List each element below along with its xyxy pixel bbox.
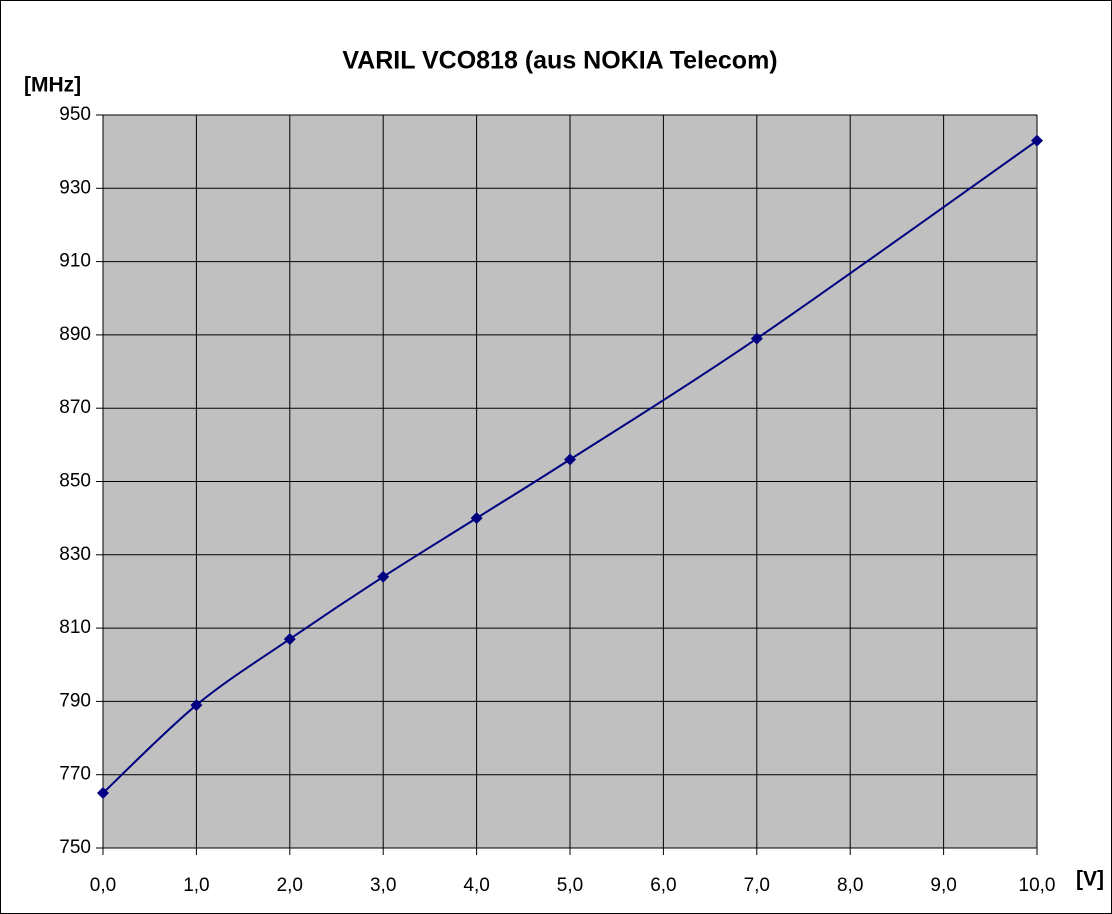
y-tick-label: 790 <box>59 690 91 711</box>
data-point <box>97 787 109 800</box>
x-tick-label: 10,0 <box>1019 875 1056 896</box>
chart-title: VARIL VCO818 (aus NOKIA Telecom) <box>342 47 777 75</box>
x-tick-label: 9,0 <box>930 875 956 896</box>
data-point <box>377 570 390 583</box>
y-tick-label: 890 <box>59 324 91 345</box>
y-tick-label: 950 <box>59 104 91 125</box>
x-tick-label: 3,0 <box>370 875 396 896</box>
y-tick-label: 830 <box>59 544 91 565</box>
y-tick-label: 910 <box>59 251 91 272</box>
x-tick-label: 1,0 <box>183 875 209 896</box>
x-axis-label: [V] <box>1076 868 1104 891</box>
y-tick-label: 810 <box>59 617 91 638</box>
y-tick-label: 750 <box>59 837 91 858</box>
data-point <box>283 633 296 646</box>
data-point <box>750 332 763 345</box>
data-point <box>190 699 203 712</box>
x-tick-label: 6,0 <box>650 875 676 896</box>
x-tick-label: 7,0 <box>744 875 770 896</box>
y-axis-label: [MHz] <box>24 74 81 97</box>
x-tick-label: 4,0 <box>463 875 489 896</box>
y-tick-label: 850 <box>59 471 91 492</box>
y-tick-label: 770 <box>59 764 91 785</box>
data-point <box>1031 134 1043 147</box>
y-tick-label: 930 <box>59 177 91 198</box>
x-tick-label: 5,0 <box>557 875 583 896</box>
x-tick-label: 0,0 <box>90 875 116 896</box>
y-tick-label: 870 <box>59 397 91 418</box>
x-tick-label: 8,0 <box>837 875 863 896</box>
data-point <box>564 453 576 466</box>
x-tick-label: 2,0 <box>277 875 303 896</box>
data-point <box>470 512 483 525</box>
